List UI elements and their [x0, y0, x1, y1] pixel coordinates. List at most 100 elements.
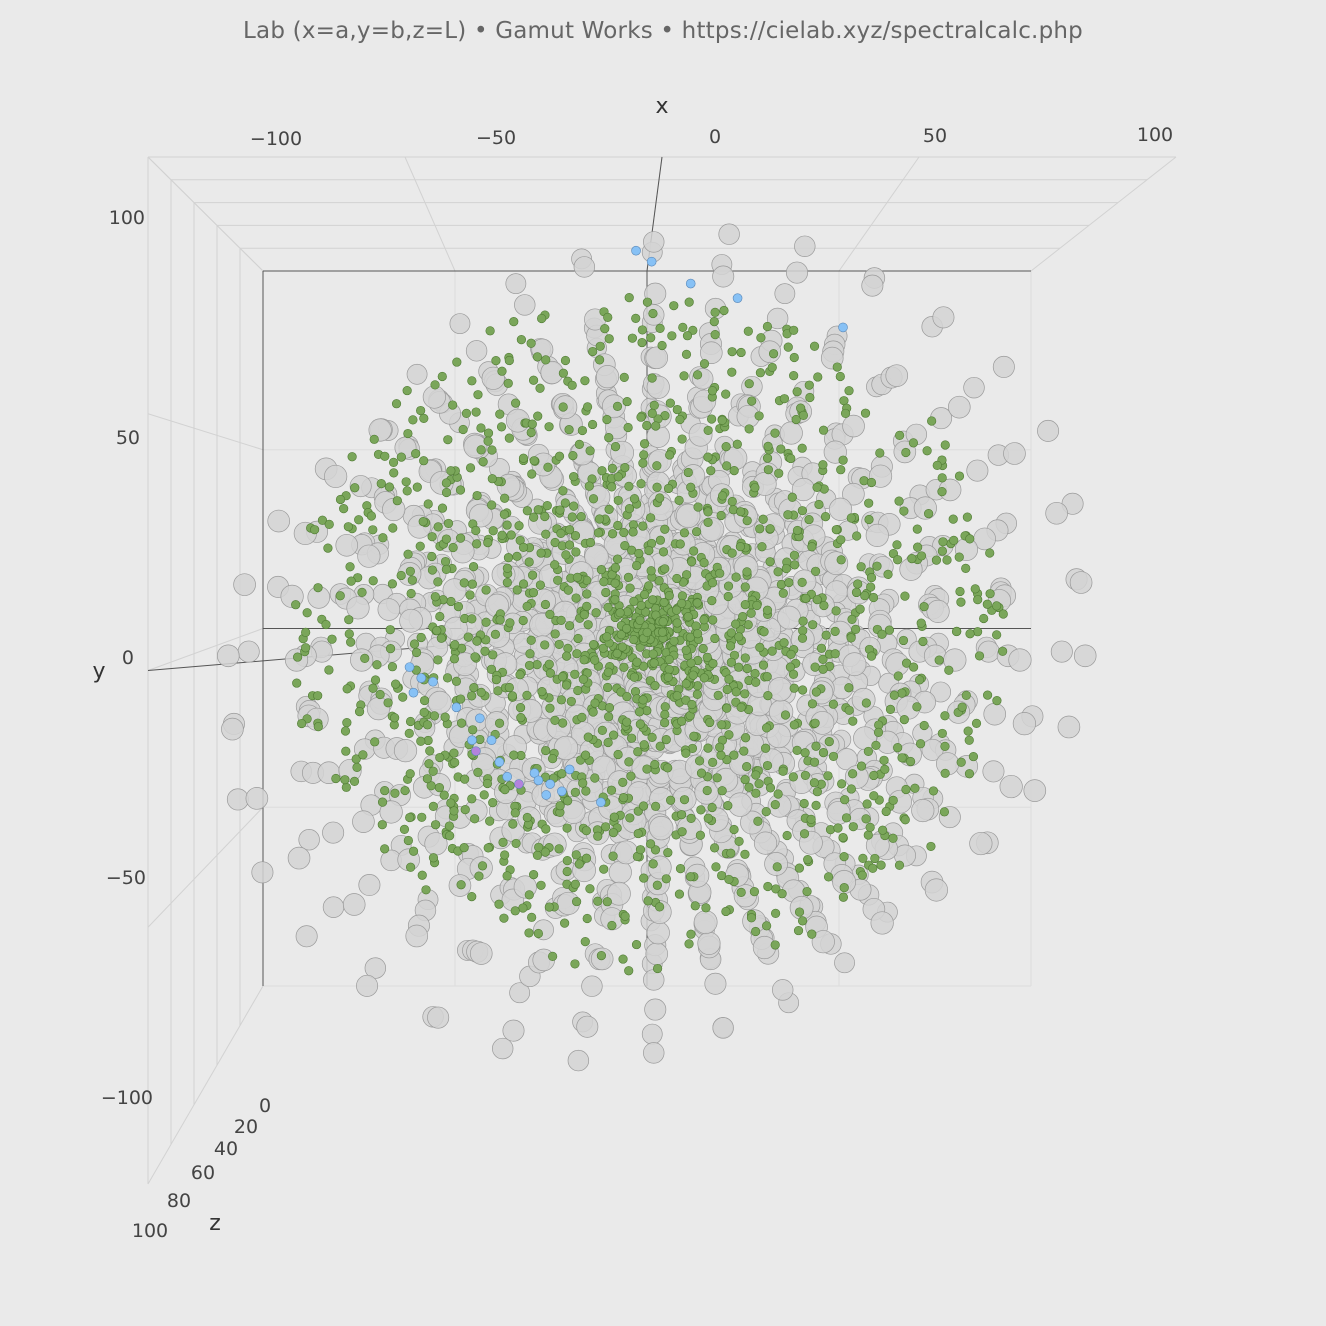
sample-point	[503, 378, 513, 388]
sample-point	[638, 801, 649, 811]
reference-point	[505, 273, 527, 295]
sample-point	[821, 630, 831, 640]
sample-point	[602, 632, 612, 642]
reference-point	[346, 596, 370, 620]
sample-point	[912, 524, 922, 534]
sample-point	[789, 550, 800, 560]
sample-point	[755, 524, 765, 534]
sample-point	[344, 629, 354, 639]
sample-point	[350, 483, 360, 493]
sample-point	[591, 608, 601, 618]
sample-point	[388, 457, 399, 467]
sample-point	[545, 703, 555, 713]
sample-point	[868, 863, 878, 873]
sample-point	[778, 588, 788, 598]
sample-point	[449, 748, 459, 758]
sample-point	[467, 614, 477, 624]
sample-point	[580, 750, 591, 760]
sample-point	[736, 347, 746, 358]
sample-point	[807, 929, 817, 939]
sample-point	[863, 746, 873, 757]
sample-point	[642, 764, 652, 774]
sample-point	[731, 619, 741, 629]
sample-point	[761, 743, 771, 753]
sample-point	[603, 682, 613, 693]
sample-point	[830, 626, 840, 636]
y-tick-label: −50	[106, 867, 146, 889]
sample-point	[751, 788, 761, 798]
sample-point	[790, 560, 800, 570]
sample-point	[558, 486, 568, 496]
sample-point	[965, 534, 975, 544]
reference-point	[828, 497, 853, 521]
sample-point	[743, 326, 753, 336]
sample-point	[998, 646, 1008, 656]
sample-point	[435, 611, 445, 622]
reference-point	[465, 340, 488, 362]
sample-point	[738, 612, 748, 622]
sample-point	[870, 853, 880, 864]
sample-point	[340, 775, 350, 785]
sample-point	[452, 357, 462, 367]
sample-point	[776, 444, 786, 454]
sample-point	[510, 906, 520, 916]
reference-point	[573, 256, 596, 278]
sample-point	[380, 844, 390, 854]
grid-line	[147, 156, 264, 272]
sample-point	[799, 829, 810, 839]
sample-point	[783, 510, 793, 520]
sample-point	[679, 795, 690, 805]
sample-point	[866, 651, 877, 661]
sample-point	[543, 462, 553, 472]
sample-point	[603, 602, 613, 612]
sample-point	[461, 408, 472, 418]
sample-point	[869, 770, 879, 781]
sample-point	[567, 380, 577, 390]
sample-point	[593, 528, 604, 538]
sample-point	[407, 575, 417, 585]
sample-point	[572, 649, 582, 659]
sample-point	[503, 553, 514, 563]
sample-point	[649, 658, 659, 668]
reference-point	[777, 605, 801, 630]
reference-point	[966, 459, 989, 482]
sample-point	[710, 307, 720, 317]
sample-point	[624, 966, 634, 976]
sample-point	[717, 870, 727, 881]
sample-point	[699, 673, 709, 683]
reference-point	[753, 831, 778, 855]
reference-point	[842, 652, 867, 677]
sample-point	[717, 415, 727, 425]
sample-point	[433, 577, 443, 587]
sample-point	[451, 676, 462, 686]
sample-point	[712, 773, 722, 783]
sample-point	[901, 658, 912, 668]
sample-point	[956, 757, 966, 767]
sample-point	[893, 671, 903, 681]
sample-point	[585, 884, 595, 894]
sample-point	[345, 562, 355, 572]
reference-point	[379, 800, 403, 824]
sample-point	[779, 638, 789, 648]
sample-point	[637, 337, 647, 348]
reference-point	[768, 699, 794, 725]
out-of-gamut-point	[545, 779, 555, 789]
sample-point	[291, 600, 301, 610]
sample-point	[836, 555, 846, 565]
sample-point	[522, 506, 532, 516]
sample-point	[918, 636, 928, 647]
sample-point	[758, 514, 768, 524]
sample-point	[957, 702, 967, 712]
sample-point	[888, 833, 898, 843]
reference-point	[645, 346, 669, 370]
sample-point	[603, 737, 613, 748]
sample-point	[635, 845, 646, 855]
sample-point	[527, 469, 537, 479]
sample-point	[699, 558, 709, 568]
sample-point	[527, 570, 538, 580]
sample-point	[761, 807, 771, 817]
sample-point	[468, 725, 478, 735]
sample-point	[569, 501, 579, 511]
reference-point	[969, 831, 993, 856]
